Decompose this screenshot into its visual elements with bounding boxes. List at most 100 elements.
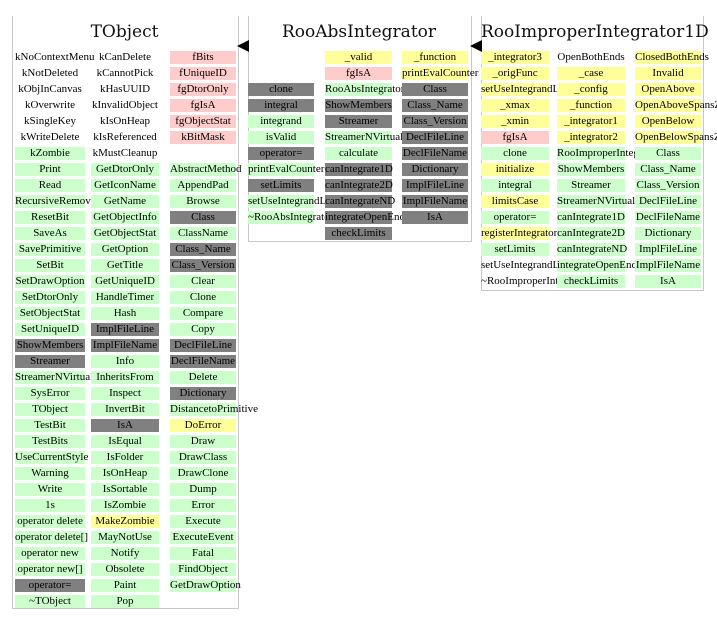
class-member: Streamer	[325, 115, 392, 128]
class-member: canIntegrate2D	[325, 179, 393, 192]
class-member: DrawClone	[170, 467, 236, 480]
class-member: fUniqueID	[170, 67, 236, 80]
class-member: Obsolete	[91, 563, 159, 576]
class-member: canIntegrateND	[325, 195, 396, 208]
class-member: operator=	[15, 579, 85, 592]
class-member: fgObjectStat	[170, 115, 236, 128]
inheritance-arrow-icon	[470, 40, 482, 52]
class-member: IsEqual	[91, 435, 159, 448]
class-member: registerIntegrator	[481, 227, 558, 240]
class-member: Clone	[170, 291, 236, 304]
class-member: ClosedBothEnds	[635, 51, 709, 64]
class-member: kNoContextMenu	[15, 51, 95, 63]
class-member: Notify	[91, 547, 159, 560]
class-member: GetIconName	[91, 179, 159, 192]
class-member: Error	[170, 499, 236, 512]
class-member: ClassName	[170, 227, 236, 240]
class-member: FindObject	[170, 563, 236, 576]
class-member: operator=	[248, 147, 314, 160]
class-member: IsA	[402, 211, 468, 224]
class-member: SysError	[15, 387, 85, 400]
class-member: OpenBelowSpansZero	[635, 131, 717, 144]
class-member: kZombie	[15, 147, 85, 160]
class-member: ResetBit	[15, 211, 85, 224]
class-member: TestBits	[15, 435, 85, 448]
class-member: _integrator3	[481, 51, 549, 64]
class-title: RooImproperIntegrator1D	[481, 22, 709, 42]
class-member: Draw	[170, 435, 236, 448]
class-member: kCanDelete	[99, 51, 151, 63]
class-member	[248, 67, 314, 80]
class-member: SetDtorOnly	[15, 291, 85, 304]
class-member: ImplFileLine	[91, 323, 159, 336]
class-member: TObject	[15, 403, 85, 416]
class-member: Class_Version	[402, 115, 468, 128]
class-member: SetDrawOption	[15, 275, 85, 288]
class-member: SetBit	[15, 259, 85, 272]
class-member: GetName	[91, 195, 159, 208]
class-member	[170, 147, 236, 160]
class-member: kCannotPick	[96, 67, 154, 79]
class-member: kHasUUID	[99, 83, 151, 95]
class-member: ~RooImproperIntegrator1D	[481, 275, 604, 287]
class-member: kWriteDelete	[20, 131, 80, 143]
class-member: operator new[]	[15, 563, 85, 576]
class-member: fgIsA	[325, 67, 392, 80]
class-member: Pop	[91, 595, 159, 608]
class-member: Dictionary	[402, 163, 468, 176]
class-member: 1s	[15, 499, 85, 512]
class-member: Read	[15, 179, 85, 192]
class-member: kNotDeleted	[21, 67, 79, 79]
class-member: fBits	[170, 51, 236, 64]
class-member: Copy	[170, 323, 236, 336]
class-member: Dictionary	[170, 387, 236, 400]
class-member: AbstractMethod	[170, 163, 242, 176]
class-member: kBitMask	[170, 131, 236, 144]
class-member: Info	[91, 355, 159, 368]
class-box	[248, 16, 472, 242]
class-member: RooAbsIntegrator	[325, 83, 405, 96]
class-member: _config	[557, 83, 625, 96]
class-member: ImplFileLine	[635, 243, 701, 256]
class-member: checkLimits	[557, 275, 625, 288]
class-member: integral	[481, 179, 549, 192]
class-member: DrawClass	[170, 451, 236, 464]
class-member: ImplFileName	[402, 195, 468, 208]
class-member: OpenBelow	[635, 115, 701, 128]
class-member: Class_Version	[635, 179, 701, 192]
class-member: integral	[248, 99, 314, 112]
class-member: GetTitle	[91, 259, 159, 272]
class-member: DoError	[170, 419, 236, 432]
class-member: GetDtorOnly	[91, 163, 159, 176]
class-member: setUseIntegrandLimits	[248, 195, 349, 208]
class-member: _function	[402, 51, 468, 64]
class-member: kObjInCanvas	[18, 83, 82, 95]
class-member: Invalid	[635, 67, 701, 80]
class-member: operator delete[]	[15, 531, 88, 544]
class-member: operator=	[481, 211, 549, 224]
class-member: ImplFileName	[91, 339, 159, 352]
class-member: fgIsA	[170, 99, 236, 112]
class-member: limitsCase	[481, 195, 549, 208]
class-member: Write	[15, 483, 85, 496]
class-member: OpenAboveSpansZero	[635, 99, 717, 112]
class-member: IsSortable	[91, 483, 159, 496]
class-member: Class	[170, 211, 236, 224]
class-member: setLimits	[248, 179, 314, 192]
class-member: Execute	[170, 515, 236, 528]
class-member: fgIsA	[481, 131, 549, 144]
class-member: Streamer	[557, 179, 625, 192]
class-member: Dictionary	[635, 227, 701, 240]
class-member: _function	[557, 99, 625, 112]
class-member	[248, 51, 314, 64]
class-member: setUseIntegrandLimits	[481, 259, 582, 271]
class-member: DeclFileName	[170, 355, 236, 368]
class-member: MayNotUse	[91, 531, 159, 544]
class-member: Dump	[170, 483, 236, 496]
class-member: Inspect	[91, 387, 159, 400]
class-member: _integrator2	[557, 131, 625, 144]
class-member: fgDtorOnly	[170, 83, 236, 96]
class-member: RooImproperIntegrator1D	[557, 147, 674, 160]
class-member: canIntegrate1D	[557, 211, 625, 224]
class-member: IsFolder	[91, 451, 159, 464]
